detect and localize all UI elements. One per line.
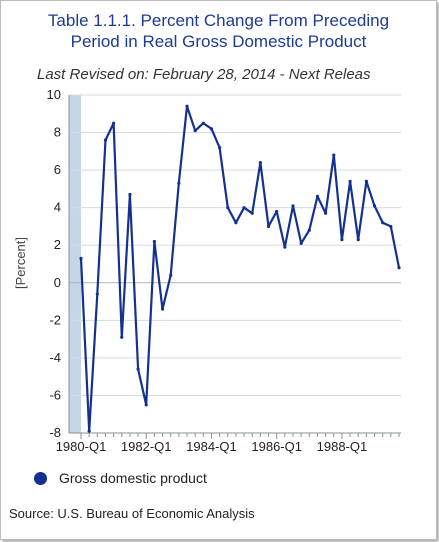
data-point[interactable]	[258, 161, 262, 165]
data-point[interactable]	[136, 367, 140, 371]
legend-label[interactable]: Gross domestic product	[59, 470, 207, 486]
y-tick-label: -4	[49, 350, 61, 365]
y-tick-label: 6	[54, 162, 61, 177]
data-point[interactable]	[234, 221, 238, 225]
x-tick-label: 1982-Q1	[121, 439, 172, 454]
y-tick-label: 8	[54, 125, 61, 140]
data-point[interactable]	[226, 206, 230, 210]
data-point[interactable]	[160, 307, 165, 311]
data-point[interactable]	[340, 237, 344, 242]
series-line-gross-domestic-product	[79, 105, 401, 433]
x-tick-label: 1980-Q1	[56, 439, 107, 454]
y-tick-label: -2	[49, 312, 61, 327]
chart-title-line-2: Period in Real Gross Domestic Product	[70, 32, 367, 51]
data-point[interactable]	[242, 206, 246, 210]
data-point[interactable]	[103, 138, 108, 142]
data-point[interactable]	[283, 245, 287, 249]
data-point[interactable]	[128, 192, 132, 197]
source-note: Source: U.S. Bureau of Economic Analysis	[9, 506, 255, 521]
x-tick-label: 1984-Q1	[186, 439, 237, 454]
data-point[interactable]	[324, 211, 328, 215]
data-point[interactable]	[95, 292, 99, 296]
data-point[interactable]	[381, 221, 385, 225]
y-tick-label: -6	[49, 387, 61, 402]
revision-subtitle: Last Revised on: February 28, 2014 - Nex…	[37, 66, 371, 83]
y-tick-label: 0	[54, 275, 61, 290]
data-point[interactable]	[177, 181, 181, 185]
data-point[interactable]	[185, 104, 189, 108]
x-tick-label: 1986-Q1	[251, 439, 302, 454]
data-point[interactable]	[250, 211, 254, 215]
data-point[interactable]	[112, 121, 116, 125]
recession-band	[69, 95, 81, 433]
y-tick-label: 10	[47, 87, 61, 102]
x-tick-label: 1988-Q1	[317, 439, 368, 454]
y-tick-label: -8	[49, 425, 61, 440]
legend-marker	[34, 472, 47, 485]
y-tick-label: 2	[54, 237, 61, 252]
data-point[interactable]	[356, 237, 360, 242]
data-point[interactable]	[120, 335, 124, 339]
data-point[interactable]	[397, 266, 401, 270]
data-point[interactable]	[266, 224, 271, 229]
data-point[interactable]	[372, 204, 377, 208]
data-point[interactable]	[307, 228, 311, 232]
data-point[interactable]	[152, 239, 156, 244]
data-point[interactable]	[332, 153, 336, 157]
data-point[interactable]	[299, 241, 303, 245]
data-point[interactable]	[218, 145, 222, 150]
data-point[interactable]	[144, 403, 148, 407]
data-point[interactable]	[315, 194, 320, 198]
data-point[interactable]	[87, 429, 91, 433]
data-point[interactable]	[201, 121, 205, 125]
data-point[interactable]	[291, 204, 295, 208]
chart-title-line-1: Table 1.1.1. Percent Change From Precedi…	[47, 11, 390, 30]
data-point[interactable]	[79, 256, 83, 260]
data-point[interactable]	[169, 273, 173, 277]
data-point[interactable]	[193, 129, 197, 133]
data-point[interactable]	[389, 224, 393, 229]
y-tick-label: 4	[54, 200, 61, 215]
y-axis-label: [Percent]	[13, 237, 28, 289]
data-point[interactable]	[209, 127, 214, 131]
data-point[interactable]	[364, 179, 368, 183]
data-point[interactable]	[348, 179, 352, 183]
data-point[interactable]	[275, 209, 279, 214]
